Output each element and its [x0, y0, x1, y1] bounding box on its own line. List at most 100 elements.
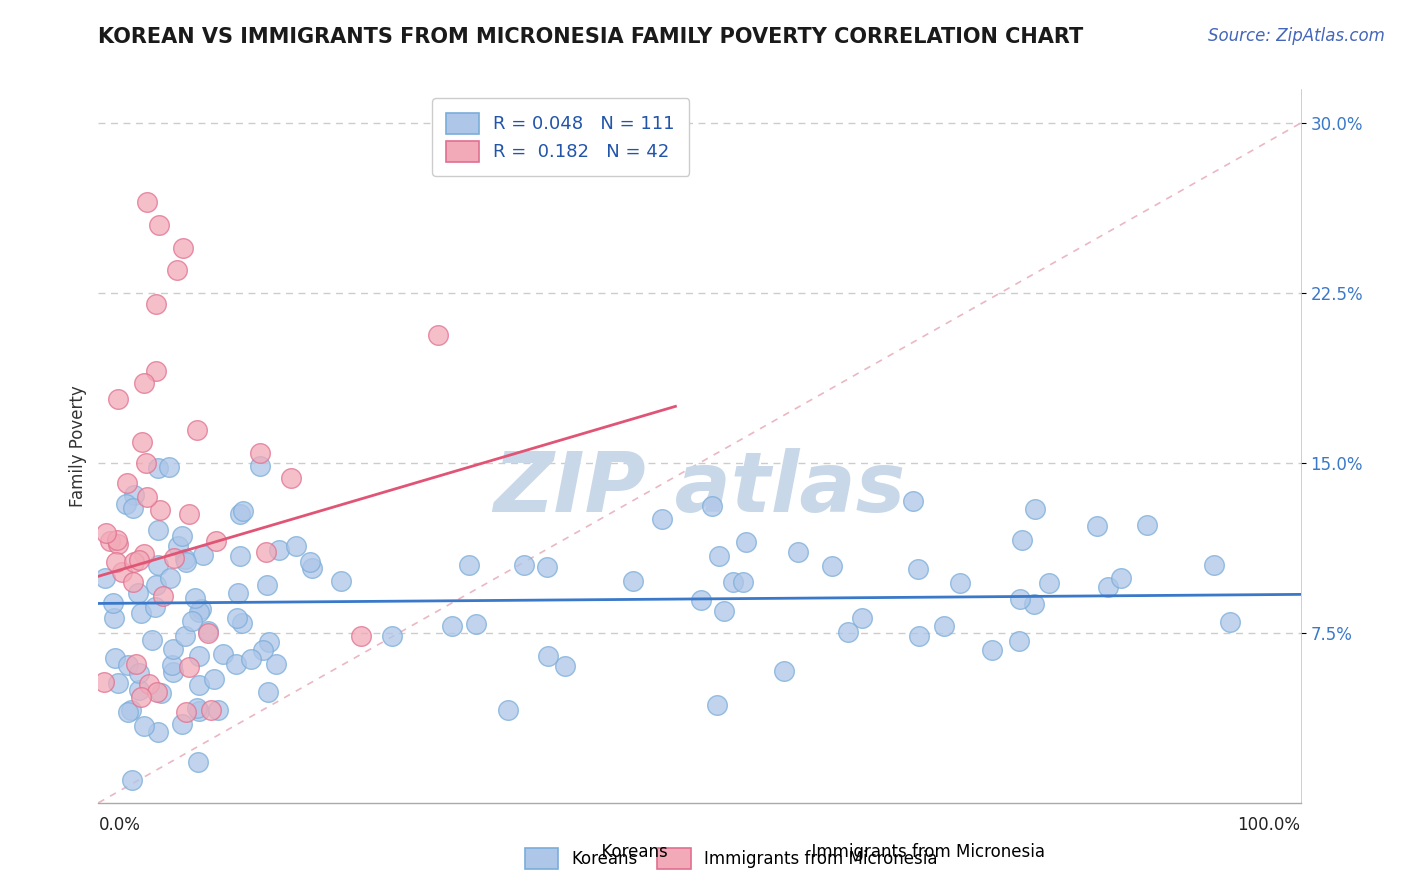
Point — [107, 537, 129, 551]
Point — [94, 526, 117, 541]
Point — [138, 677, 160, 691]
Point — [174, 552, 197, 566]
Text: Immigrants from Micronesia: Immigrants from Micronesia — [801, 843, 1046, 861]
Point — [733, 574, 755, 589]
Point — [186, 423, 208, 437]
Point — [496, 703, 519, 717]
Point — [207, 703, 229, 717]
Point — [94, 571, 117, 585]
Point — [821, 559, 844, 574]
Point — [146, 685, 169, 699]
Point — [159, 572, 181, 586]
Point — [145, 578, 167, 592]
Point — [117, 658, 139, 673]
Point — [537, 648, 560, 663]
Point — [465, 617, 488, 632]
Point — [146, 460, 169, 475]
Point — [723, 575, 745, 590]
Point — [188, 648, 211, 663]
Point — [231, 615, 253, 630]
Text: Source: ZipAtlas.com: Source: ZipAtlas.com — [1208, 27, 1385, 45]
Point — [150, 685, 173, 699]
Point — [226, 585, 249, 599]
Text: 100.0%: 100.0% — [1237, 816, 1301, 834]
Point — [128, 552, 150, 566]
Point — [440, 619, 463, 633]
Point — [111, 565, 134, 579]
Point — [734, 535, 756, 549]
Point — [786, 545, 808, 559]
Point — [143, 600, 166, 615]
Point — [122, 555, 145, 569]
Point — [932, 619, 955, 633]
Point — [700, 499, 723, 513]
Point — [141, 633, 163, 648]
Point — [204, 672, 226, 686]
Point — [249, 458, 271, 473]
Point — [122, 487, 145, 501]
Point — [229, 549, 252, 563]
Point — [212, 647, 235, 661]
Point — [145, 297, 167, 311]
Text: 0.0%: 0.0% — [98, 816, 141, 834]
Point — [264, 657, 287, 672]
Point — [1085, 519, 1108, 533]
Point — [1038, 575, 1060, 590]
Point — [1008, 634, 1031, 648]
Point — [651, 511, 673, 525]
Point — [125, 657, 148, 672]
Point — [980, 643, 1002, 657]
Text: KOREAN VS IMMIGRANTS FROM MICRONESIA FAMILY POVERTY CORRELATION CHART: KOREAN VS IMMIGRANTS FROM MICRONESIA FAM… — [98, 27, 1084, 46]
Point — [152, 589, 174, 603]
Point — [226, 611, 249, 625]
Point — [167, 539, 190, 553]
Point — [536, 560, 558, 574]
Point — [104, 650, 127, 665]
Point — [513, 558, 536, 572]
Point — [107, 676, 129, 690]
Point — [148, 503, 170, 517]
Point — [131, 434, 153, 449]
Point — [129, 606, 152, 620]
Point — [252, 642, 274, 657]
Point — [103, 611, 125, 625]
Text: ZIP atlas: ZIP atlas — [494, 449, 905, 529]
Point — [249, 446, 271, 460]
Point — [197, 625, 219, 640]
Point — [232, 504, 254, 518]
Point — [225, 657, 247, 671]
Point — [1024, 598, 1046, 612]
Point — [280, 471, 302, 485]
Point — [93, 675, 115, 690]
Point — [146, 724, 169, 739]
Point — [713, 604, 735, 618]
Point — [120, 703, 142, 717]
Point — [174, 555, 197, 569]
Point — [949, 575, 972, 590]
Point — [257, 634, 280, 648]
Point — [157, 459, 180, 474]
Point — [1204, 558, 1226, 572]
Point — [145, 364, 167, 378]
Point — [193, 548, 215, 562]
Point — [200, 703, 222, 717]
Point — [128, 665, 150, 680]
Point — [851, 610, 873, 624]
Point — [709, 549, 731, 564]
Point — [901, 493, 924, 508]
Legend: R = 0.048   N = 111, R =  0.182   N = 42: R = 0.048 N = 111, R = 0.182 N = 42 — [432, 98, 689, 176]
Text: Koreans: Koreans — [591, 843, 668, 861]
Point — [179, 660, 201, 674]
Point — [122, 500, 145, 515]
Point — [554, 658, 576, 673]
Point — [299, 555, 322, 569]
Point — [329, 574, 352, 589]
Point — [350, 630, 373, 644]
Point — [115, 476, 138, 491]
Point — [239, 652, 262, 666]
Point — [122, 574, 145, 589]
Point — [162, 665, 184, 680]
Point — [187, 705, 209, 719]
Point — [254, 545, 277, 559]
Point — [256, 578, 278, 592]
